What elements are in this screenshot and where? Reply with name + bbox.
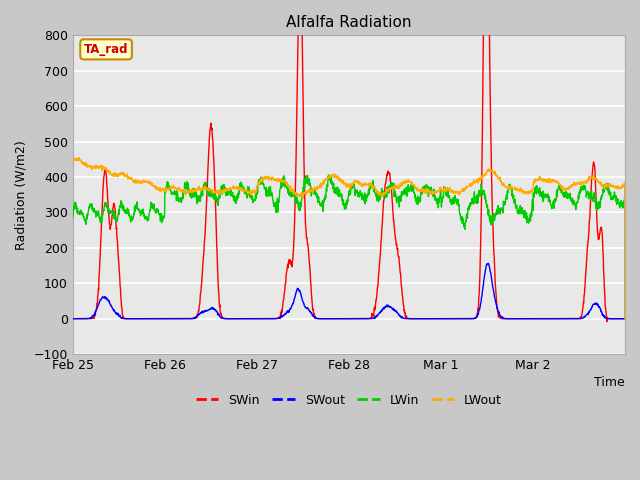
Legend: SWin, SWout, LWin, LWout: SWin, SWout, LWin, LWout	[191, 389, 507, 412]
Title: Alfalfa Radiation: Alfalfa Radiation	[286, 15, 412, 30]
Text: TA_rad: TA_rad	[84, 43, 129, 56]
X-axis label: Time: Time	[595, 376, 625, 389]
Y-axis label: Radiation (W/m2): Radiation (W/m2)	[15, 140, 28, 250]
